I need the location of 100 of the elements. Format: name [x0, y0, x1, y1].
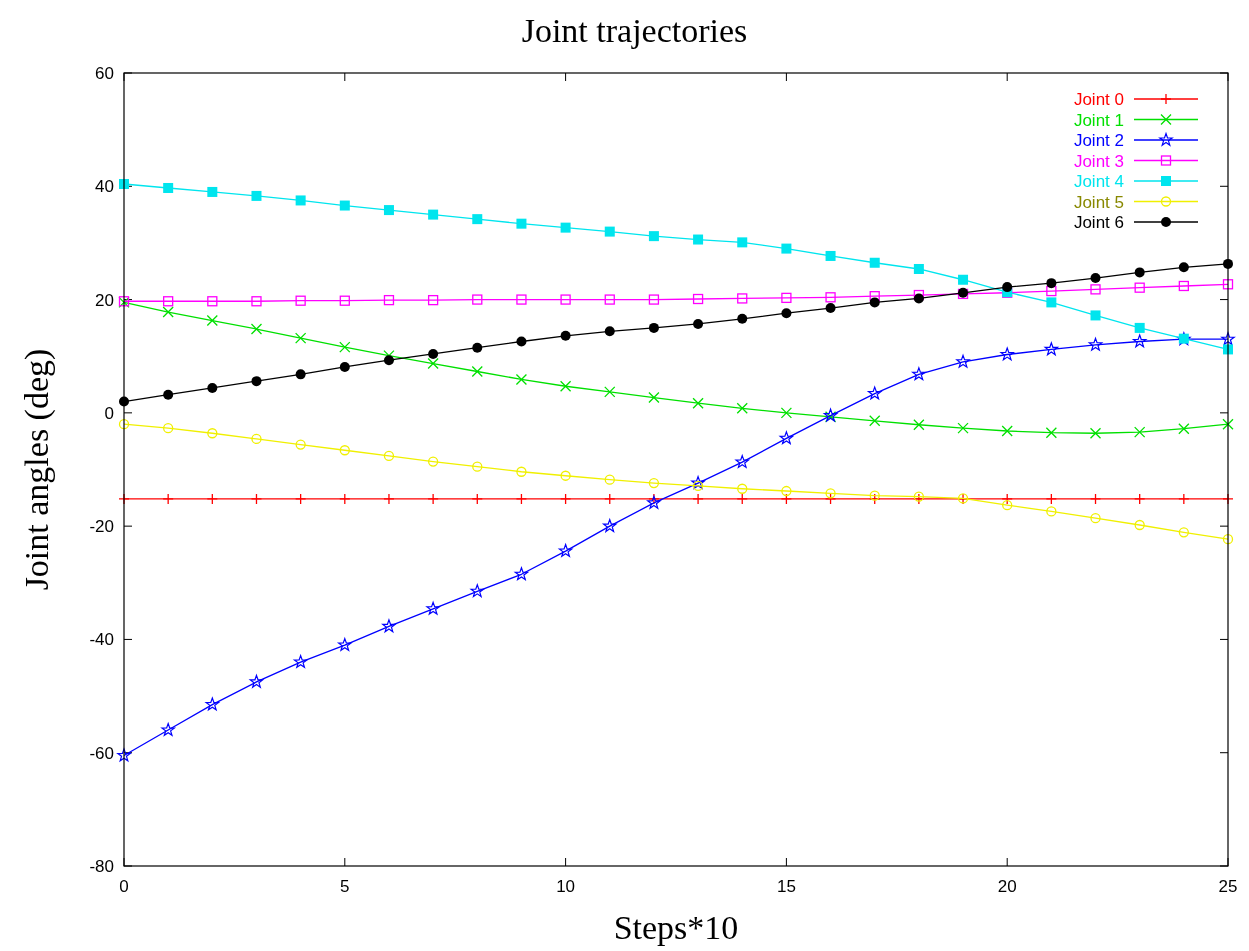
- point: [293, 654, 308, 668]
- point: [869, 415, 881, 427]
- point: [560, 294, 571, 305]
- point: [383, 355, 394, 366]
- x-axis-title: Steps*10: [613, 909, 739, 946]
- point: [869, 297, 880, 308]
- point: [736, 493, 748, 505]
- point: [207, 428, 218, 439]
- point: [1134, 282, 1145, 293]
- point: [1178, 262, 1189, 273]
- point: [691, 475, 705, 489]
- point: [339, 445, 350, 456]
- point: [428, 348, 439, 359]
- point: [560, 330, 571, 341]
- point: [250, 493, 263, 505]
- point: [1178, 527, 1189, 538]
- point: [737, 313, 748, 324]
- point: [559, 380, 572, 392]
- point: [1134, 493, 1146, 505]
- y-tick-label: -60: [89, 743, 114, 763]
- point: [1222, 279, 1234, 290]
- point: [1134, 322, 1145, 333]
- y-tick-label: 40: [95, 177, 114, 197]
- point: [692, 480, 704, 492]
- point: [251, 296, 262, 307]
- point: [869, 257, 880, 268]
- point: [472, 461, 483, 472]
- legend-label: Joint 3: [1073, 151, 1124, 171]
- point: [825, 250, 836, 261]
- x-tick-label: 20: [997, 877, 1017, 896]
- point: [383, 493, 395, 505]
- point: [516, 294, 527, 305]
- point: [472, 214, 483, 225]
- point: [604, 326, 615, 337]
- point: [737, 237, 748, 248]
- x-tick-label: 0: [119, 877, 129, 896]
- point: [1178, 280, 1189, 292]
- point: [163, 296, 174, 307]
- point: [207, 186, 218, 197]
- point: [1132, 334, 1147, 348]
- point: [514, 567, 529, 581]
- point: [867, 386, 882, 400]
- x-tick-label: 15: [776, 877, 796, 896]
- point: [1045, 427, 1058, 439]
- point: [1134, 267, 1145, 278]
- point: [295, 195, 306, 206]
- point: [339, 341, 351, 353]
- point: [1178, 493, 1190, 505]
- point: [913, 419, 925, 431]
- point: [692, 493, 704, 505]
- point: [427, 456, 439, 467]
- point: [957, 422, 969, 434]
- point: [207, 382, 218, 393]
- point: [1046, 297, 1057, 308]
- point: [648, 493, 660, 505]
- point: [604, 474, 615, 485]
- point: [648, 322, 659, 333]
- y-tick-label: -80: [89, 857, 114, 876]
- legend-label: Joint 2: [1073, 131, 1124, 150]
- point: [825, 488, 836, 499]
- x-tick-label: 25: [1218, 877, 1238, 896]
- point: [338, 637, 352, 651]
- point: [736, 402, 748, 414]
- point: [470, 584, 485, 598]
- point: [249, 674, 264, 688]
- point: [692, 397, 704, 409]
- point: [737, 483, 748, 494]
- point: [295, 369, 306, 380]
- point: [427, 294, 439, 306]
- point: [1090, 513, 1101, 524]
- point: [250, 323, 263, 335]
- point: [1001, 493, 1013, 505]
- point: [692, 293, 704, 305]
- point: [383, 294, 395, 306]
- point: [604, 294, 615, 305]
- point: [781, 243, 792, 254]
- point: [1134, 426, 1146, 438]
- point: [339, 361, 350, 372]
- point: [1222, 534, 1234, 545]
- point: [958, 274, 969, 285]
- point: [1045, 493, 1058, 505]
- point: [163, 423, 174, 434]
- y-tick-label: 0: [104, 403, 114, 423]
- point: [1000, 347, 1014, 361]
- point: [912, 367, 926, 381]
- point: [472, 342, 483, 353]
- point: [427, 493, 439, 505]
- point: [382, 619, 396, 633]
- point: [1088, 337, 1103, 351]
- point: [471, 365, 483, 378]
- point: [913, 293, 924, 304]
- point: [779, 431, 794, 445]
- point: [869, 490, 880, 501]
- point: [560, 222, 571, 233]
- legend-label: Joint 1: [1073, 110, 1124, 130]
- point: [472, 294, 483, 305]
- y-tick-label: 60: [95, 64, 114, 83]
- point: [339, 295, 350, 306]
- x-tick-label: 10: [556, 877, 576, 896]
- point: [206, 314, 218, 327]
